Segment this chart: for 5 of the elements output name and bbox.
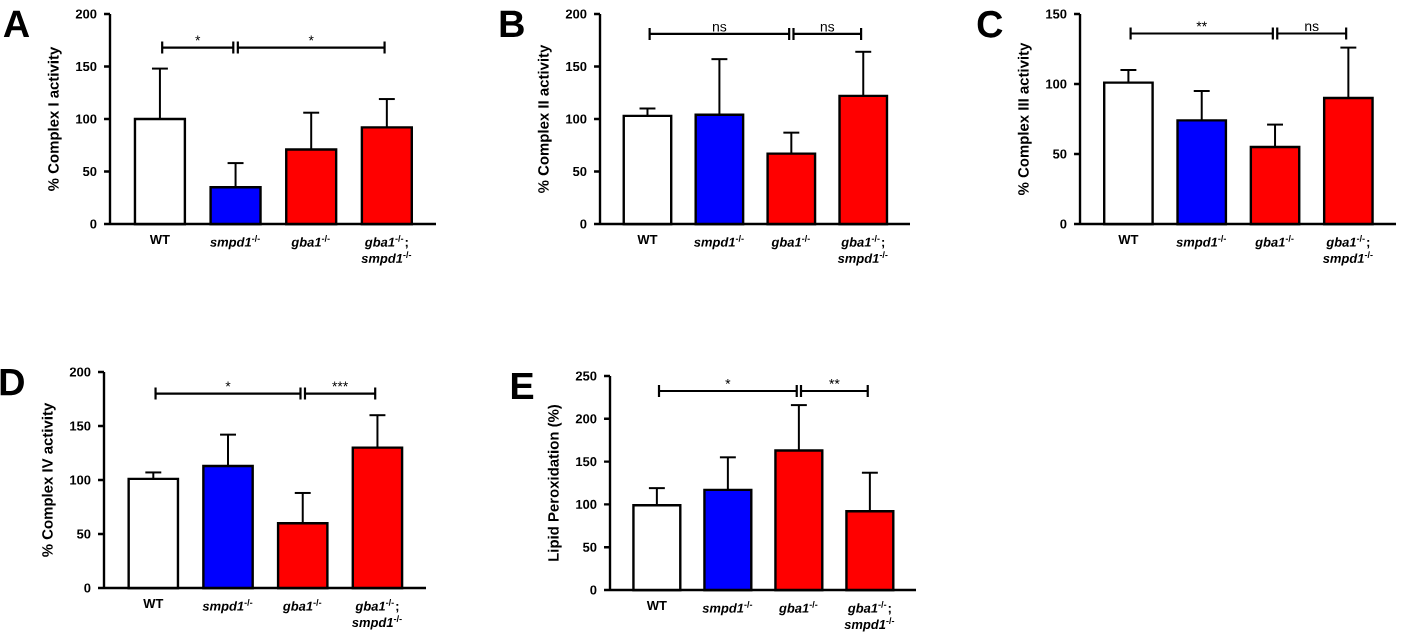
chart-title: E bbox=[511, 373, 534, 400]
chart-title: C bbox=[977, 10, 1003, 38]
chart-title: B bbox=[500, 10, 524, 37]
chart-title: D bbox=[0, 369, 24, 396]
chart-title: A bbox=[3, 10, 30, 37]
